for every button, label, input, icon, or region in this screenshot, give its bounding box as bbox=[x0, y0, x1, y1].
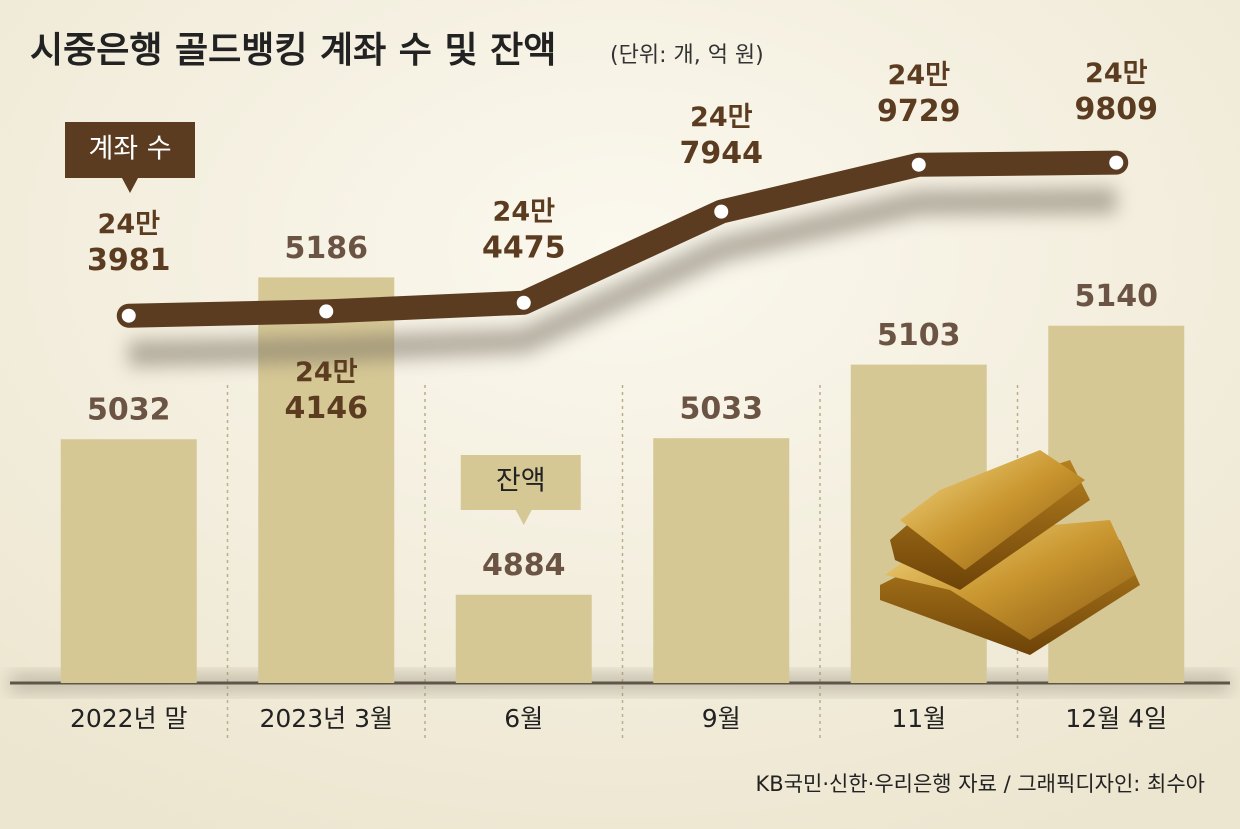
x-tick-label: 9월 bbox=[702, 704, 741, 733]
line-value-label: 4146 bbox=[285, 391, 369, 426]
line bbox=[116, 150, 1129, 328]
bar-value-label: 5103 bbox=[877, 318, 961, 353]
bar-value-label: 4884 bbox=[482, 548, 566, 583]
x-tick-label: 12월 4일 bbox=[1065, 704, 1167, 733]
x-tick-label: 2022년 말 bbox=[70, 704, 188, 733]
gold-illustration bbox=[880, 450, 1140, 655]
plot: 50325186488450335103514024만398124만414624… bbox=[10, 58, 1230, 740]
line-value-label: 4475 bbox=[482, 230, 566, 265]
legend-label: 잔액 bbox=[496, 466, 546, 497]
bar bbox=[60, 439, 197, 683]
line-value-label: 7944 bbox=[680, 136, 764, 171]
line-value-label: 24만 bbox=[1085, 58, 1148, 89]
gold-bar bbox=[900, 450, 1085, 570]
bar-value-label: 5140 bbox=[1075, 279, 1159, 314]
bar bbox=[653, 438, 790, 683]
line-value-label: 9729 bbox=[877, 94, 961, 129]
line-point bbox=[319, 304, 334, 319]
line-shadow bbox=[128, 187, 1117, 367]
line-value-label: 24만 bbox=[493, 196, 556, 227]
bar-value-label: 5033 bbox=[680, 392, 764, 427]
source: KB국민·신한·우리은행 자료 / 그래픽디자인: 최수아 bbox=[756, 772, 1205, 796]
legend-label: 계좌 수 bbox=[88, 134, 171, 165]
line-point bbox=[1109, 155, 1124, 170]
chart-title: 시중은행 골드뱅킹 계좌 수 및 잔액 bbox=[30, 30, 556, 71]
x-tick-label: 6월 bbox=[504, 704, 543, 733]
legend-callout bbox=[65, 122, 195, 193]
bar-value-label: 5032 bbox=[87, 393, 171, 428]
line-value-label: 24만 bbox=[690, 102, 753, 133]
line-value-label: 24만 bbox=[295, 357, 358, 388]
line-point bbox=[911, 157, 926, 172]
line-value-label: 9809 bbox=[1075, 92, 1159, 127]
bar-value-label: 5186 bbox=[285, 231, 369, 266]
chart-subtitle: (단위: 개, 억 원) bbox=[610, 43, 764, 68]
line-value-label: 24만 bbox=[888, 60, 951, 91]
legend-callout bbox=[460, 455, 581, 525]
x-tick-label: 2023년 3월 bbox=[260, 704, 393, 733]
line-point bbox=[714, 204, 729, 219]
line-point bbox=[516, 295, 531, 310]
line-point bbox=[121, 308, 136, 323]
x-tick-label: 11월 bbox=[891, 704, 946, 733]
line-value-label: 24만 bbox=[98, 209, 161, 240]
bar bbox=[455, 594, 592, 683]
line-value-label: 3981 bbox=[87, 243, 171, 278]
